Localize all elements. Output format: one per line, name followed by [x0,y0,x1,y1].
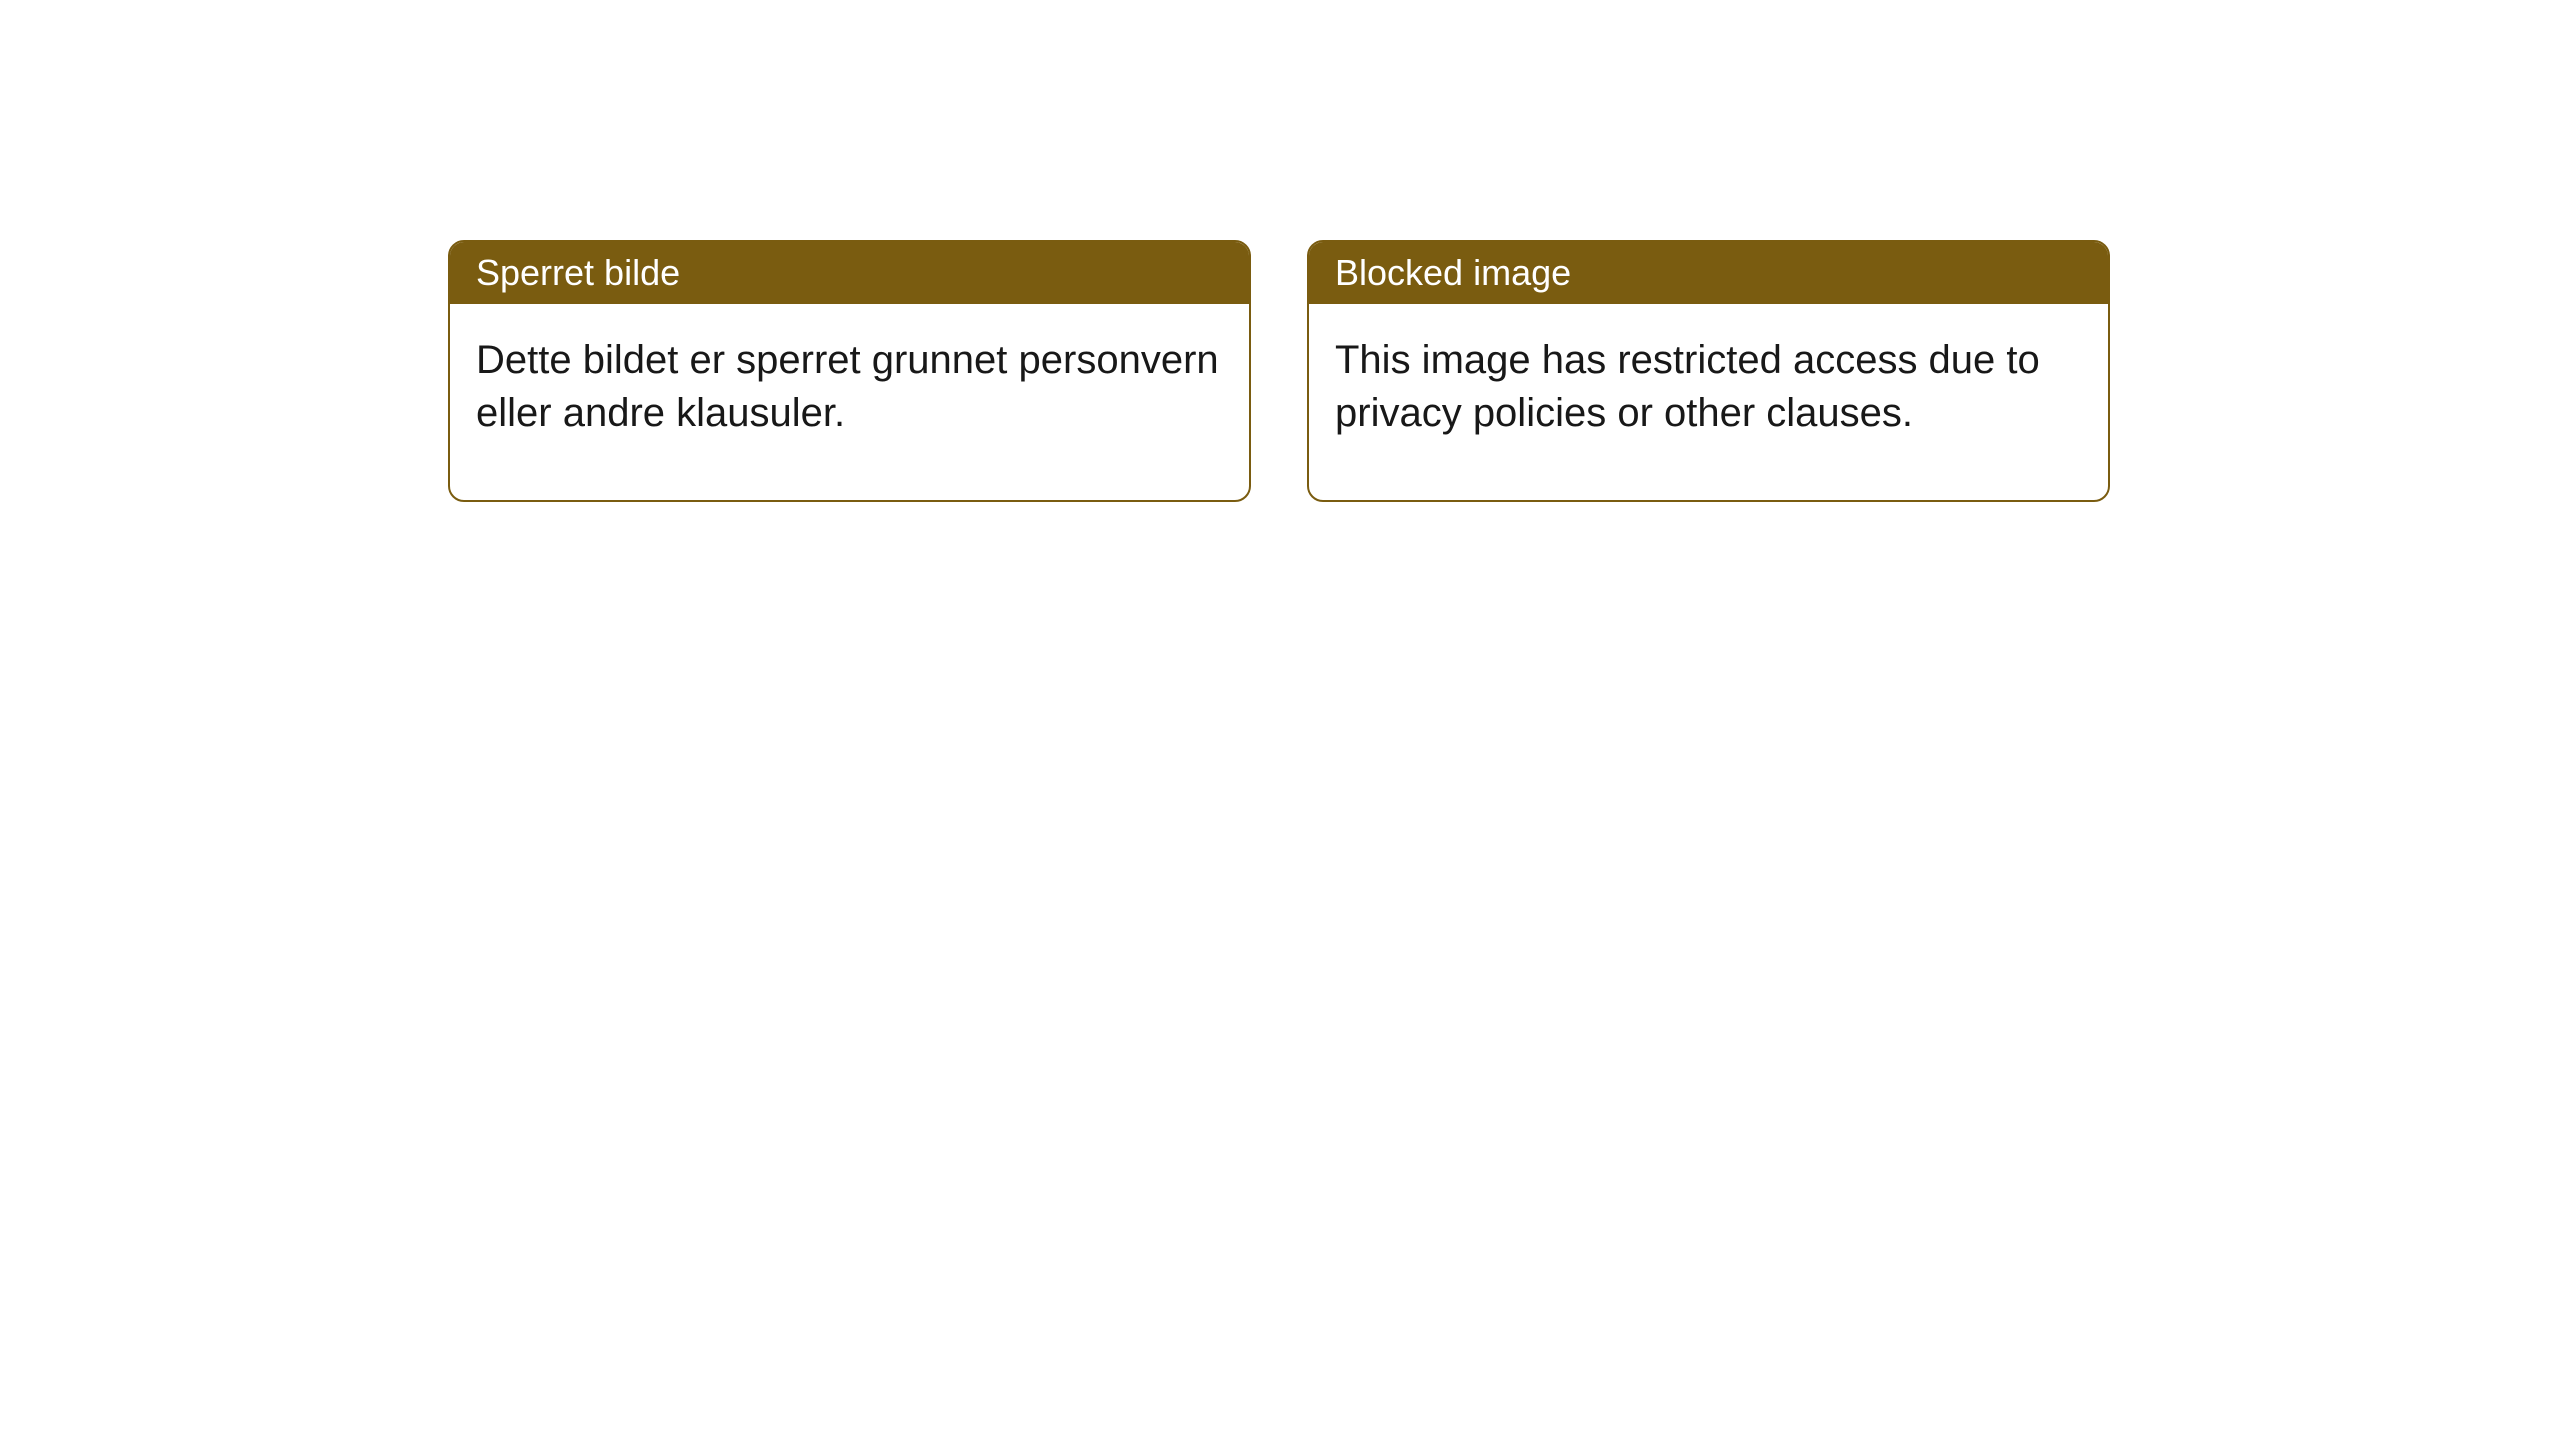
card-body-norwegian: Dette bildet er sperret grunnet personve… [450,304,1249,500]
card-body-text: Dette bildet er sperret grunnet personve… [476,338,1219,435]
card-body-text: This image has restricted access due to … [1335,338,2040,435]
card-title: Sperret bilde [476,252,680,293]
blocked-image-cards: Sperret bilde Dette bildet er sperret gr… [448,240,2110,502]
card-header-english: Blocked image [1309,242,2108,304]
card-norwegian: Sperret bilde Dette bildet er sperret gr… [448,240,1251,502]
card-title: Blocked image [1335,252,1571,293]
card-english: Blocked image This image has restricted … [1307,240,2110,502]
card-body-english: This image has restricted access due to … [1309,304,2108,500]
card-header-norwegian: Sperret bilde [450,242,1249,304]
